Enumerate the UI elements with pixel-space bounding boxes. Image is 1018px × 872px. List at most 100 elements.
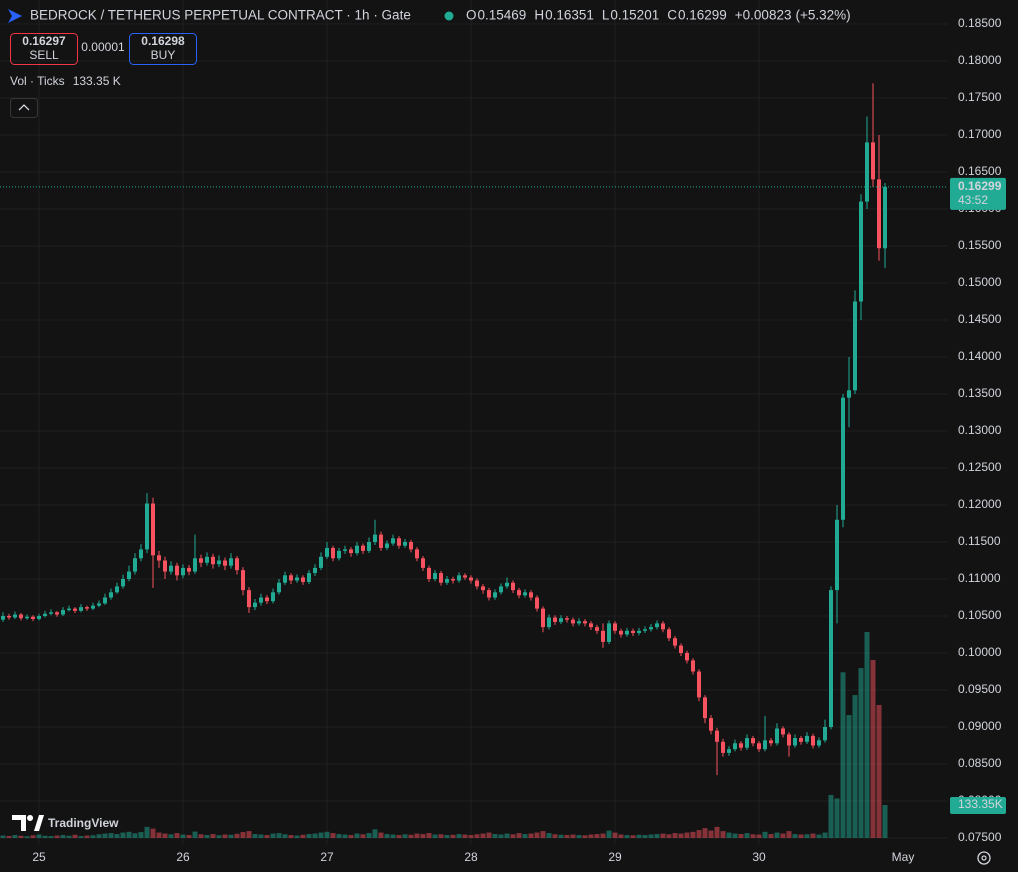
volume-bar (462, 834, 468, 838)
candle-body (691, 660, 695, 672)
y-tick-label: 0.17500 (958, 90, 1002, 104)
y-tick-label: 0.18000 (958, 53, 1002, 67)
volume-bar (168, 834, 174, 838)
volume-bar (780, 833, 786, 838)
candle-body (163, 560, 167, 572)
candle-body (583, 621, 587, 624)
ohlc-value: 0.16299 (678, 8, 727, 23)
volume-tag-label: 133.35K (958, 797, 1003, 811)
candle-body (13, 614, 17, 618)
volume-bar (444, 835, 450, 838)
candle-body (871, 142, 875, 180)
candle-body (523, 592, 527, 596)
candle-body (469, 577, 473, 581)
x-tick-label: May (892, 850, 915, 864)
candle-body (799, 738, 803, 742)
candle-body (211, 556, 215, 565)
volume-bar (60, 835, 66, 838)
volume-bar (426, 833, 432, 838)
volume-bar (138, 832, 144, 838)
volume-bar (240, 832, 246, 838)
volume-bar (510, 834, 516, 838)
candle-body (835, 519, 839, 591)
ohlc-label: L (602, 8, 610, 23)
volume-bar (696, 830, 702, 838)
candle-body (709, 718, 713, 731)
candle-body (247, 590, 251, 608)
volume-bar (672, 833, 678, 838)
volume-bar (258, 834, 264, 838)
candle-body (661, 623, 665, 630)
candle-body (673, 638, 677, 646)
buy-label: BUY (151, 48, 176, 62)
sell-button[interactable] (10, 33, 78, 65)
settings-icon[interactable] (977, 851, 991, 865)
volume-bar (372, 829, 378, 838)
volume-bar (24, 836, 30, 838)
candle-body (649, 627, 653, 630)
candle-body (721, 741, 725, 753)
buy-button[interactable] (129, 33, 197, 65)
candle-body (805, 735, 809, 742)
candle-body (199, 558, 203, 563)
candle-body (313, 567, 317, 574)
candle-body (607, 623, 611, 642)
volume-bar (468, 835, 474, 838)
volume-bar (450, 834, 456, 838)
volume-bar (180, 834, 186, 838)
volume-bar (582, 835, 588, 838)
symbol-icon (8, 9, 22, 23)
volume-bar (414, 833, 420, 838)
candle-body (481, 586, 485, 591)
volume-bar (834, 798, 840, 838)
volume-bar (132, 833, 138, 838)
volume-bar (534, 832, 540, 838)
volume-bar (36, 834, 42, 838)
candle-body (139, 549, 143, 559)
volume-bar (126, 831, 132, 838)
volume-bar (522, 834, 528, 838)
volume-bar (546, 833, 552, 838)
volume-bar (66, 835, 72, 838)
volume-bar (576, 835, 582, 838)
price-axis: 0.075000.080000.085000.090000.095000.100… (958, 16, 1002, 844)
x-tick-label: 28 (464, 850, 478, 864)
y-tick-label: 0.09000 (958, 719, 1002, 733)
volume-bar (90, 835, 96, 838)
volume-pane (0, 632, 888, 838)
volume-bar (516, 833, 522, 838)
volume-bar (216, 835, 222, 838)
candle-body (865, 142, 869, 202)
volume-bar (324, 831, 330, 838)
candle-body (559, 618, 563, 622)
volume-bar (846, 715, 852, 838)
volume-bar (498, 834, 504, 838)
candle-body (415, 549, 419, 559)
candle-body (31, 616, 35, 619)
candle-body (289, 575, 293, 581)
volume-bar (114, 834, 120, 838)
candle-body (7, 616, 11, 618)
candle-body (853, 301, 857, 391)
candle-body (847, 390, 851, 398)
candle-body (877, 179, 881, 249)
candle-body (553, 617, 557, 622)
y-tick-label: 0.10500 (958, 608, 1002, 622)
candle-body (121, 579, 125, 587)
candle-body (505, 582, 509, 587)
volume-bar (6, 836, 12, 838)
volume-bar (702, 828, 708, 838)
candle-body (883, 186, 887, 249)
candle-body (541, 608, 545, 628)
volume-bar (828, 794, 834, 838)
volume-bar (228, 834, 234, 838)
volume-bar (480, 833, 486, 838)
volume-bar (234, 833, 240, 838)
candle-body (217, 560, 221, 565)
volume-bar (108, 833, 114, 838)
volume-bar (804, 834, 810, 838)
volume-bar (288, 835, 294, 838)
collapse-button[interactable] (10, 98, 38, 118)
volume-bar (720, 831, 726, 838)
volume-bar (306, 834, 312, 838)
